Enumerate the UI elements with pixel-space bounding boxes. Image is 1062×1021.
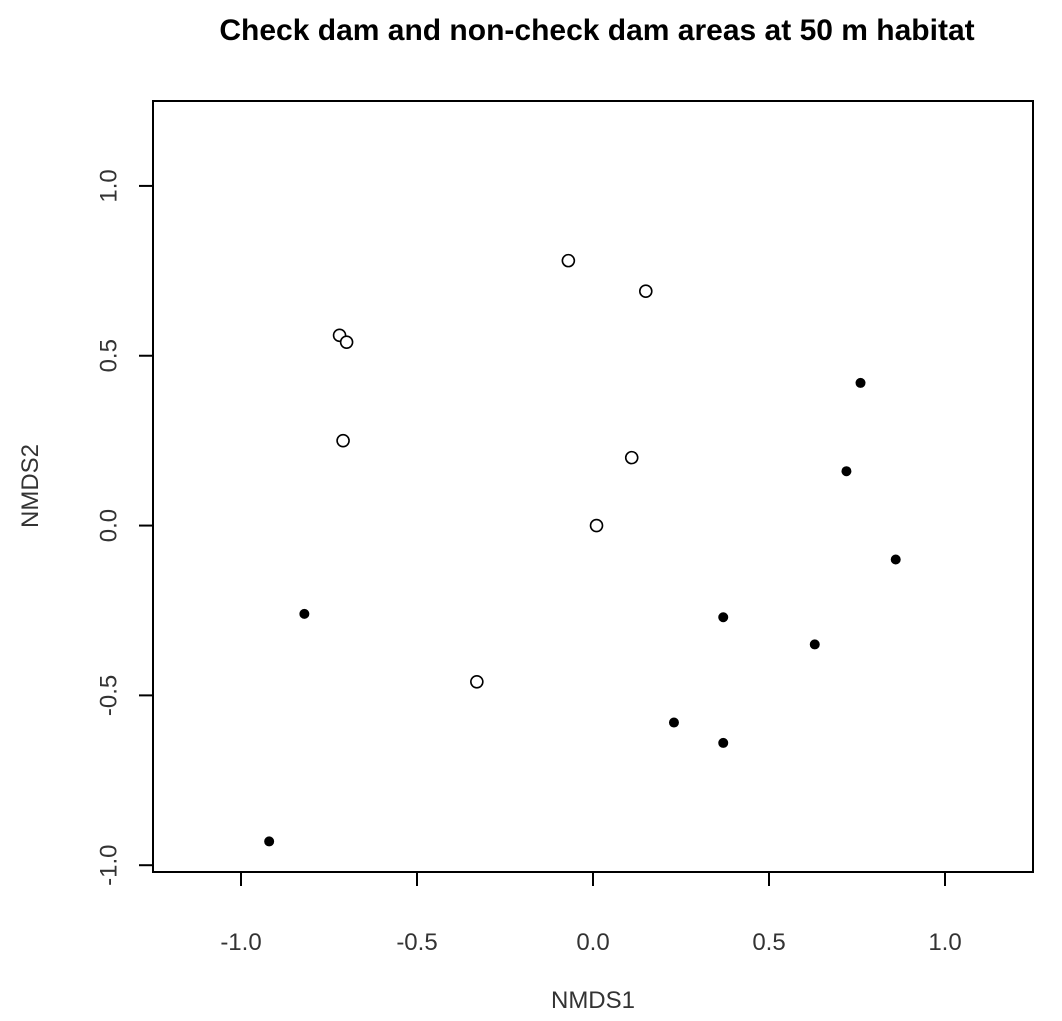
plot-frame [152, 100, 1034, 873]
x-tick-label: 1.0 [928, 929, 961, 956]
filled-point [299, 608, 310, 619]
y-tick-label: 1.0 [96, 169, 123, 202]
x-tick-label: -0.5 [396, 929, 437, 956]
open-point [624, 450, 639, 465]
filled-point [718, 737, 729, 748]
y-tick-label: -0.5 [96, 675, 123, 716]
x-axis-label: NMDS1 [551, 987, 635, 1014]
open-point [561, 253, 576, 268]
filled-point [264, 836, 275, 847]
filled-point [890, 554, 901, 565]
filled-point [841, 466, 852, 477]
open-point [336, 433, 350, 448]
y-axis-label: NMDS2 [17, 444, 44, 528]
open-point [589, 518, 604, 533]
open-point [638, 284, 653, 299]
x-axis: -1.0 -0.5 0.0 0.5 1.0 [220, 871, 962, 956]
x-tick-label: -1.0 [220, 929, 261, 956]
filled-point [668, 717, 679, 728]
x-tick-label: 0.5 [752, 929, 785, 956]
y-tick-label: 0.5 [96, 339, 123, 372]
x-tick-label: 0.0 [576, 929, 609, 956]
chart-title: Check dam and non-check dam areas at 50 … [219, 14, 974, 47]
y-tick-label: 0.0 [96, 509, 123, 542]
open-point [470, 674, 484, 689]
y-axis: -1.0 -0.5 0.0 0.5 1.0 [96, 169, 154, 886]
filled-point [809, 639, 820, 650]
filled-point [718, 612, 729, 623]
data-points [264, 253, 901, 847]
open-point [339, 335, 354, 349]
y-tick-label: -1.0 [96, 845, 123, 886]
filled-point [855, 377, 866, 388]
